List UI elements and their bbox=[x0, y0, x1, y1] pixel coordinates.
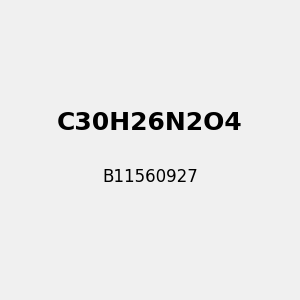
Text: B11560927: B11560927 bbox=[102, 168, 198, 186]
Text: C30H26N2O4: C30H26N2O4 bbox=[57, 111, 243, 135]
